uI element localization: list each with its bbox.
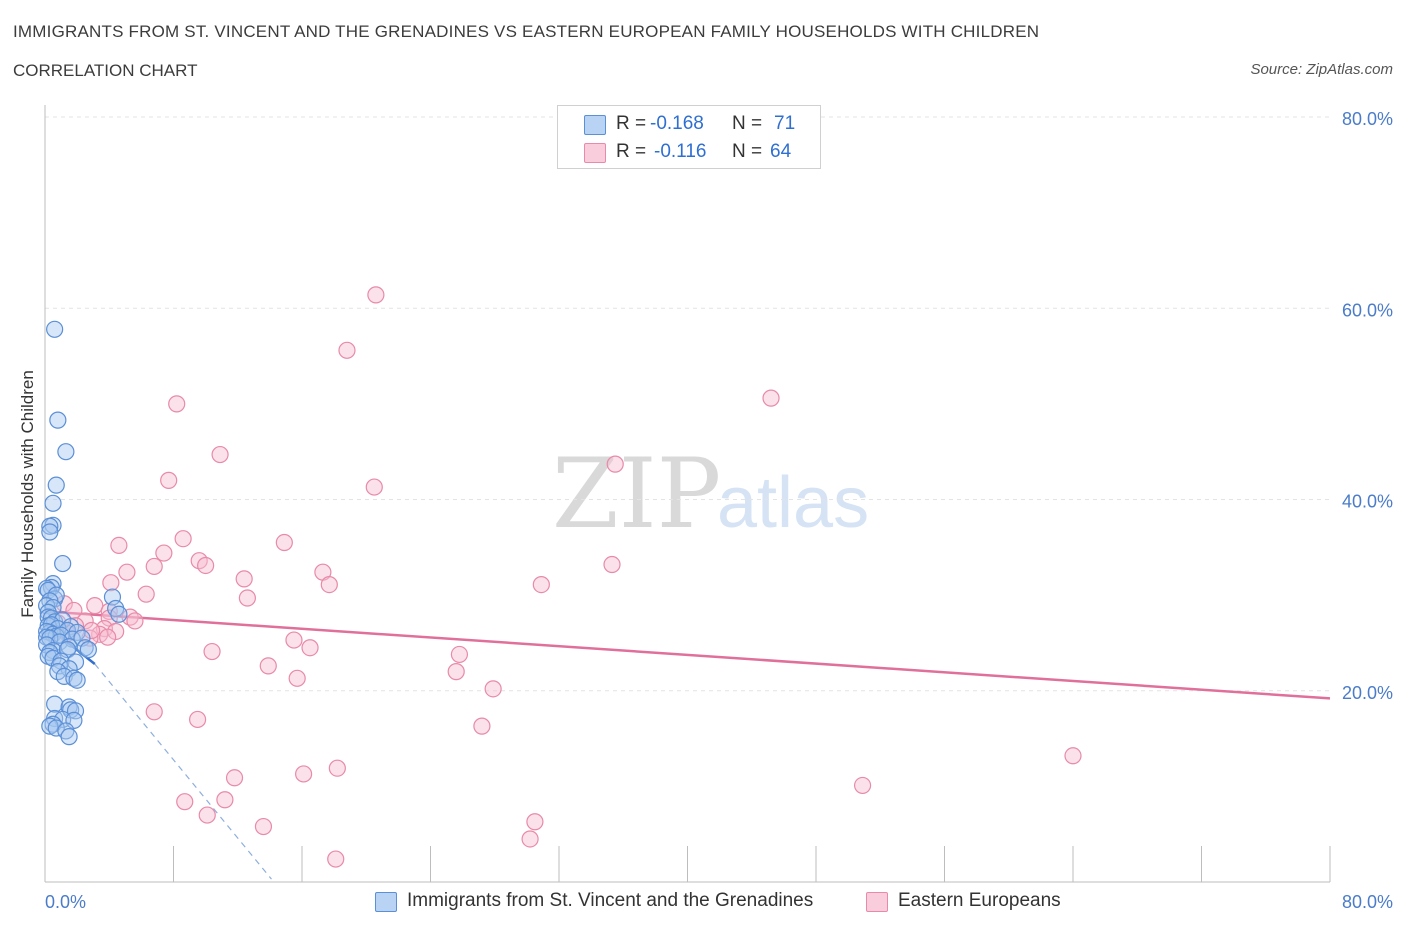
pink-data-point — [216, 791, 234, 809]
pink-data-point — [254, 817, 273, 836]
axes — [44, 105, 1331, 883]
blue-data-point — [57, 443, 75, 461]
pink-data-point — [327, 850, 345, 868]
pink-data-point — [259, 657, 277, 675]
legend-r-value: -0.168 — [650, 113, 704, 134]
chart-subtitle: CORRELATION CHART — [13, 61, 198, 80]
data-points — [38, 286, 1082, 868]
source-label: Source: ZipAtlas.com — [1250, 61, 1393, 78]
blue-data-point — [41, 717, 59, 735]
chart-title: IMMIGRANTS FROM ST. VINCENT AND THE GREN… — [13, 22, 1040, 41]
blue-swatch-icon — [584, 115, 606, 135]
pink-data-point — [447, 663, 465, 681]
pink-data-point — [99, 628, 117, 646]
x-tick-label: 0.0% — [45, 892, 86, 912]
pink-data-point — [450, 645, 469, 664]
pink-data-point — [174, 530, 192, 548]
pink-data-point — [238, 589, 256, 607]
pink-data-point — [606, 455, 624, 473]
pink-trend-line — [44, 610, 1331, 700]
pink-data-point — [328, 759, 346, 777]
legend-r-value: -0.116 — [654, 141, 707, 162]
legend-r-label: R = — [616, 141, 647, 162]
pink-data-point — [126, 612, 144, 630]
pink-data-point — [225, 769, 244, 787]
blue-data-point — [44, 494, 62, 512]
correlation-legend: R = -0.168 N = 71 R = -0.116 N = 64 — [557, 105, 821, 169]
x-tick-label: 80.0% — [1342, 892, 1393, 912]
blue-data-point — [68, 671, 86, 689]
pink-data-point — [526, 813, 544, 831]
pink-data-point — [86, 597, 104, 615]
legend-item-label: Immigrants from St. Vincent and the Gren… — [407, 890, 814, 911]
legend-item-label: Eastern Europeans — [898, 890, 1061, 911]
y-tick-label: 80.0% — [1342, 109, 1393, 129]
y-tick-label: 60.0% — [1342, 300, 1393, 320]
pink-data-point — [484, 680, 502, 698]
blue-data-point — [110, 605, 128, 623]
blue-data-point — [49, 411, 67, 429]
y-tick-label: 40.0% — [1342, 492, 1393, 512]
y-tick-label: 20.0% — [1342, 683, 1393, 703]
pink-data-point — [102, 574, 120, 592]
pink-swatch-icon — [584, 143, 606, 163]
pink-data-point — [285, 631, 303, 649]
pink-data-point — [188, 710, 207, 729]
blue-data-point — [79, 641, 97, 659]
blue-data-point — [54, 554, 72, 573]
legend-n-label: N = — [732, 141, 763, 162]
legend-n-label: N = — [732, 113, 763, 134]
watermark-zip: ZIP — [552, 438, 721, 550]
blue-trend-extension — [94, 663, 272, 880]
blue-data-point — [41, 523, 59, 541]
blue-data-point — [41, 517, 59, 535]
pink-data-point — [288, 669, 306, 687]
blue-data-point — [47, 476, 65, 494]
pink-data-point — [367, 286, 385, 304]
pink-data-point — [198, 806, 216, 824]
tick-labels: 20.0% 40.0% 60.0% 80.0% 0.0% 80.0% — [45, 109, 1393, 912]
pink-data-point — [145, 557, 163, 576]
legend-n-value: 64 — [770, 141, 792, 162]
blue-data-point — [47, 719, 65, 737]
pink-data-point — [118, 563, 136, 581]
pink-data-point — [160, 471, 178, 489]
pink-data-point — [155, 544, 173, 562]
pink-data-point — [473, 717, 491, 735]
blue-swatch-icon — [375, 892, 397, 912]
pink-data-point — [203, 642, 221, 661]
pink-data-point — [762, 389, 780, 407]
pink-data-point — [110, 536, 128, 555]
pink-data-point — [301, 639, 319, 657]
pink-data-point — [338, 341, 356, 359]
legend-r-label: R = — [616, 113, 647, 134]
pink-swatch-icon — [866, 892, 888, 912]
y-axis-label: Family Households with Children — [18, 370, 37, 618]
pink-data-point — [145, 703, 163, 721]
blue-data-point — [46, 320, 64, 338]
pink-data-point — [137, 585, 155, 603]
pink-data-point — [532, 576, 550, 594]
pink-data-point — [211, 445, 229, 464]
pink-data-point — [1064, 747, 1082, 765]
pink-data-point — [295, 765, 313, 783]
blue-data-point — [46, 695, 64, 713]
pink-data-point — [365, 478, 383, 496]
pink-data-point — [176, 793, 194, 811]
blue-data-point — [60, 728, 78, 746]
pink-data-point — [235, 570, 253, 588]
pink-data-point — [168, 395, 186, 413]
pink-data-point — [853, 776, 872, 795]
grid-lines — [45, 116, 1330, 692]
pink-data-point — [603, 555, 621, 574]
pink-data-point — [521, 830, 539, 848]
pink-data-point — [275, 533, 293, 552]
legend-n-value: 71 — [774, 113, 796, 134]
trend-lines — [44, 610, 1331, 880]
pink-data-point — [320, 576, 338, 594]
pink-data-point — [197, 556, 215, 575]
watermark-atlas: atlas — [717, 463, 869, 543]
